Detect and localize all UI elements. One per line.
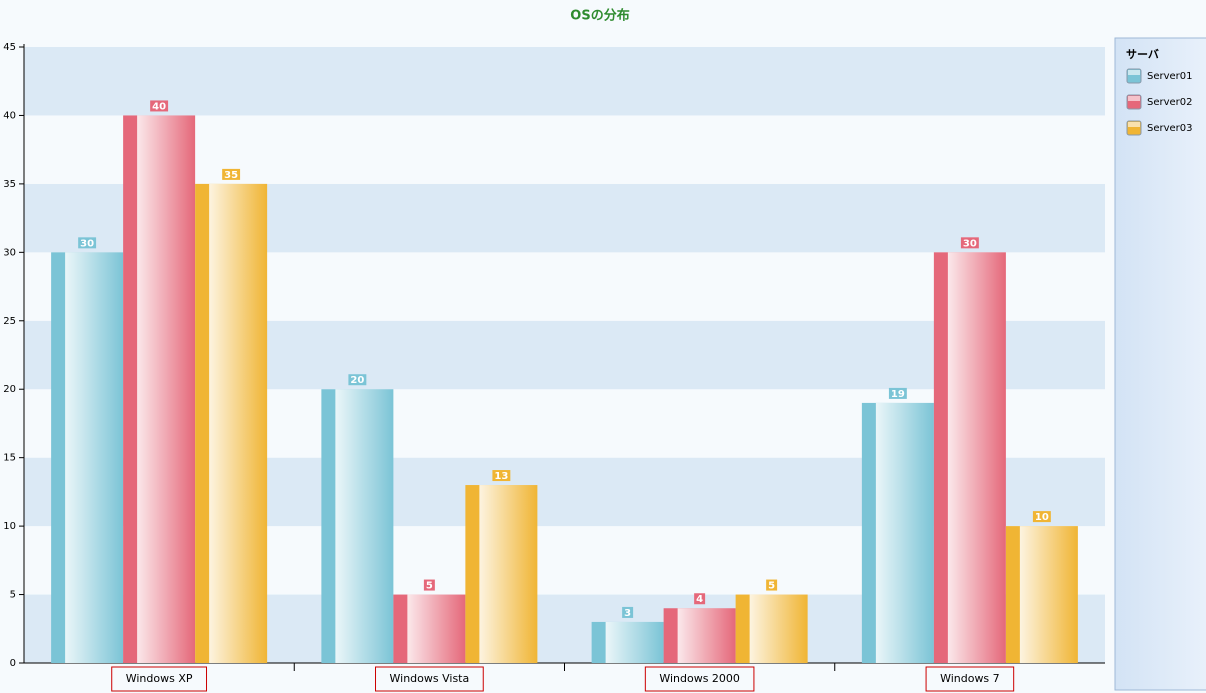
legend-swatch-highlight	[1128, 122, 1140, 127]
y-tick-label: 45	[3, 42, 16, 53]
bar-highlight	[137, 115, 196, 663]
value-label-bg	[150, 100, 169, 112]
x-tick-label: Windows Vista	[390, 672, 470, 685]
x-label-box	[111, 666, 208, 692]
bar-highlight	[479, 485, 538, 663]
legend-box	[1114, 37, 1206, 691]
value-label-bg	[78, 237, 97, 249]
y-tick-label: 5	[10, 590, 16, 601]
value-label: 40	[152, 101, 166, 112]
value-label-bg	[960, 237, 979, 249]
bar-highlight	[875, 402, 934, 663]
x-label-box	[644, 666, 755, 692]
x-tick-label: Windows XP	[126, 672, 193, 685]
y-tick-label: 40	[3, 110, 16, 121]
bar-highlight	[1019, 526, 1078, 663]
y-tick-label: 25	[3, 316, 16, 327]
y-tick-label: 0	[10, 658, 16, 669]
bar-highlight	[749, 594, 808, 663]
value-label: 30	[963, 238, 977, 249]
legend-title: サーバ	[1126, 48, 1159, 61]
value-label: 4	[696, 594, 703, 605]
value-label-bg	[348, 374, 367, 386]
value-label-bg	[766, 579, 778, 591]
bar-highlight	[407, 594, 466, 663]
legend-swatch-highlight	[1128, 70, 1140, 75]
bar-highlight	[677, 608, 736, 663]
value-label-bg	[1032, 511, 1051, 523]
value-label: 30	[80, 238, 94, 249]
x-label-box	[925, 666, 1015, 692]
value-label-bg	[622, 606, 634, 618]
chart-title: OSの分布	[570, 8, 629, 24]
value-label-bg	[222, 168, 241, 180]
y-tick-label: 35	[3, 179, 16, 190]
value-label: 10	[1035, 512, 1049, 523]
x-tick-label: Windows 2000	[659, 672, 740, 685]
y-tick-label: 10	[3, 521, 16, 532]
value-label: 5	[426, 581, 433, 592]
grid-band	[24, 47, 1105, 116]
grid-band	[24, 115, 1105, 184]
x-label-box	[375, 666, 484, 692]
legend-label: Server01	[1147, 71, 1193, 82]
y-tick-label: 20	[3, 384, 16, 395]
bar-highlight	[209, 183, 268, 663]
value-label: 3	[624, 608, 631, 619]
legend-swatch-highlight	[1128, 96, 1140, 101]
legend-label: Server02	[1147, 97, 1193, 108]
bar-highlight	[335, 389, 394, 663]
value-label: 13	[494, 471, 508, 482]
value-label-bg	[694, 593, 706, 605]
value-label: 35	[224, 170, 238, 181]
bar-highlight	[65, 252, 124, 664]
value-label-bg	[423, 579, 435, 591]
value-label-bg	[888, 387, 907, 399]
value-label: 19	[891, 389, 905, 400]
y-tick-label: 30	[3, 247, 16, 258]
x-tick-label: Windows 7	[940, 672, 1000, 685]
legend-label: Server03	[1147, 123, 1193, 134]
bar-highlight	[947, 252, 1006, 664]
y-tick-label: 15	[3, 453, 16, 464]
value-label: 5	[768, 581, 775, 592]
value-label-bg	[492, 470, 511, 482]
bar-highlight	[605, 621, 664, 663]
value-label: 20	[350, 375, 364, 386]
